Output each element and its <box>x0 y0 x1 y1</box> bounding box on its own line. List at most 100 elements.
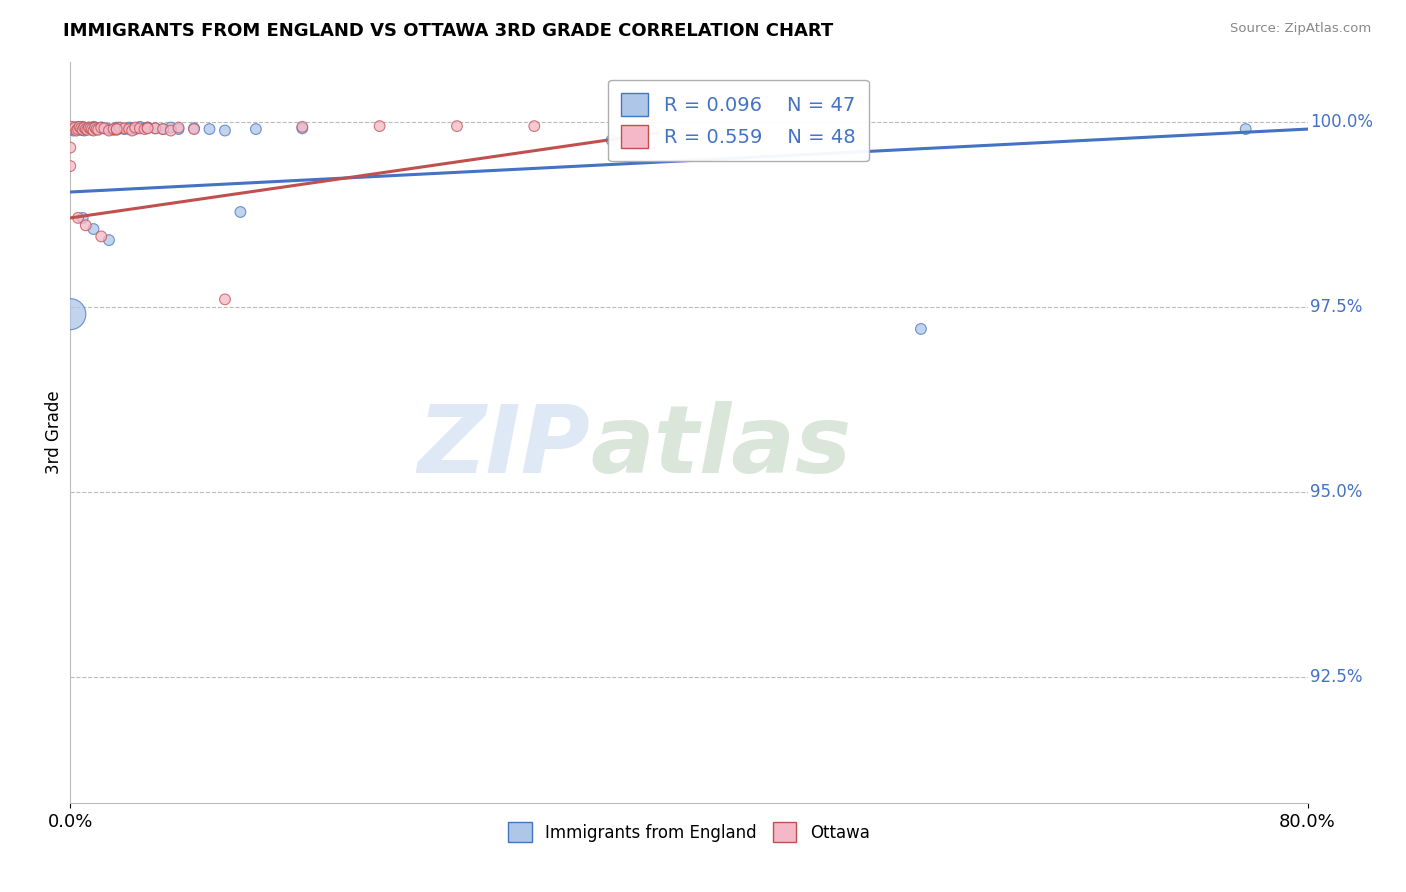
Point <box>167 120 190 135</box>
Point <box>167 122 190 136</box>
Point <box>72 120 94 134</box>
Point <box>84 120 107 135</box>
Point <box>77 120 100 135</box>
Point <box>152 122 174 136</box>
Point <box>62 122 84 136</box>
Text: 95.0%: 95.0% <box>1310 483 1362 500</box>
Point <box>129 120 152 134</box>
Point <box>75 122 97 136</box>
Point <box>59 307 82 321</box>
Point <box>136 121 159 136</box>
Point <box>291 121 314 136</box>
Point <box>129 121 152 136</box>
Point <box>63 120 86 135</box>
Point <box>75 122 97 136</box>
Point <box>245 122 267 136</box>
Point <box>103 123 125 137</box>
Point <box>105 123 128 137</box>
Point <box>600 133 623 147</box>
Point <box>105 122 128 136</box>
Point <box>62 123 84 137</box>
Point <box>136 120 159 135</box>
Point <box>291 120 314 134</box>
Point <box>82 123 105 137</box>
Text: 100.0%: 100.0% <box>1310 112 1374 130</box>
Point <box>121 123 143 137</box>
Point <box>69 121 91 136</box>
Text: ZIP: ZIP <box>418 401 591 493</box>
Point <box>98 233 120 247</box>
Point <box>523 119 546 133</box>
Point <box>86 122 108 136</box>
Point <box>73 120 96 135</box>
Point <box>87 122 110 136</box>
Point <box>90 120 112 135</box>
Point <box>69 120 91 134</box>
Point <box>368 119 391 133</box>
Text: atlas: atlas <box>591 401 851 493</box>
Point <box>79 121 101 136</box>
Point <box>229 205 252 219</box>
Point <box>59 140 82 154</box>
Point <box>75 219 97 233</box>
Point <box>87 123 110 137</box>
Point <box>118 122 141 136</box>
Point <box>105 120 128 135</box>
Point <box>72 211 94 225</box>
Point <box>103 122 125 136</box>
Point <box>59 159 82 173</box>
Point <box>1234 122 1257 136</box>
Point <box>136 120 159 135</box>
Point <box>90 229 112 244</box>
Y-axis label: 3rd Grade: 3rd Grade <box>45 391 63 475</box>
Point <box>160 120 183 135</box>
Point <box>98 122 120 136</box>
Point <box>124 122 146 136</box>
Point <box>77 120 100 135</box>
Text: IMMIGRANTS FROM ENGLAND VS OTTAWA 3RD GRADE CORRELATION CHART: IMMIGRANTS FROM ENGLAND VS OTTAWA 3RD GR… <box>63 22 834 40</box>
Point <box>67 122 90 136</box>
Point <box>63 120 86 135</box>
Point <box>73 123 96 137</box>
Point <box>93 121 115 136</box>
Point <box>67 120 90 134</box>
Text: 92.5%: 92.5% <box>1310 668 1362 686</box>
Point <box>214 123 236 137</box>
Point <box>60 120 83 134</box>
Point <box>70 121 93 136</box>
Point <box>76 123 98 137</box>
Point <box>114 121 135 136</box>
Point <box>76 121 98 136</box>
Point <box>160 123 183 137</box>
Point <box>145 121 166 136</box>
Point <box>152 122 174 136</box>
Legend: Immigrants from England, Ottawa: Immigrants from England, Ottawa <box>501 814 877 850</box>
Point <box>121 121 143 136</box>
Point <box>124 120 146 135</box>
Point <box>80 122 103 136</box>
Point <box>79 122 101 136</box>
Point <box>145 121 166 136</box>
Point <box>84 120 107 135</box>
Point <box>198 122 221 136</box>
Point <box>82 120 105 134</box>
Point <box>98 123 120 137</box>
Text: Source: ZipAtlas.com: Source: ZipAtlas.com <box>1230 22 1371 36</box>
Point <box>108 121 131 136</box>
Text: 97.5%: 97.5% <box>1310 298 1362 316</box>
Point <box>67 211 90 225</box>
Point <box>214 293 236 307</box>
Point <box>183 122 205 136</box>
Point <box>446 119 468 133</box>
Point <box>72 123 94 137</box>
Point <box>118 120 141 135</box>
Point <box>134 122 156 136</box>
Point <box>65 122 87 136</box>
Point <box>114 122 135 136</box>
Point <box>183 121 205 136</box>
Point <box>93 121 115 136</box>
Point <box>65 123 87 137</box>
Point <box>82 222 105 236</box>
Point <box>80 123 103 137</box>
Point <box>86 121 108 136</box>
